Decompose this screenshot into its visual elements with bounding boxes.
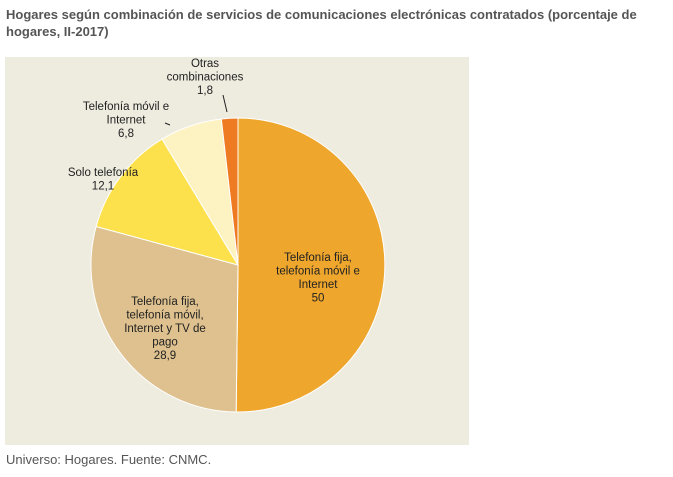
pie-slice-otras-combinaciones xyxy=(220,117,239,266)
slice-label-line: Solo telefonía xyxy=(68,167,139,179)
slice-label-line: telefonía móvil, xyxy=(126,310,203,322)
slice-label-telefonia-movil-e-internet: Telefonía móvil e Internet 6,8 xyxy=(83,101,169,140)
slice-label-line: Internet xyxy=(299,279,339,291)
slice-label-line: Otras xyxy=(191,58,219,70)
slice-label-line: Internet xyxy=(107,115,147,127)
slice-label-line: combinaciones xyxy=(167,72,244,84)
chart-panel: Telefonía fija, telefonía móvil e Internet… xyxy=(5,57,469,445)
source-note: Universo: Hogares. Fuente: CNMC. xyxy=(6,452,212,467)
slice-value: 12,1 xyxy=(92,181,114,193)
slice-label-line: Telefonía móvil e xyxy=(83,101,169,113)
pie-slice-telefonia-fija-telefonia-movil-internet-y-tv-de-pago xyxy=(90,225,239,413)
slice-label-line: Telefonía fija, xyxy=(284,252,352,264)
chart-title: Hogares según combinación de servicios d… xyxy=(6,7,637,39)
slice-label-telefonia-fija-telefonia-movil-internet-y-tv-de-pago: Telefonía fija, telefonía móvil, Internet … xyxy=(124,296,206,362)
slice-value: 28,9 xyxy=(154,350,176,362)
slice-label-otras-combinaciones: Otras combinaciones 1,8 xyxy=(167,58,244,97)
slice-label-line: Telefonía fija, xyxy=(131,296,199,308)
slice-label-line: telefonía móvil e xyxy=(276,266,360,278)
slice-label-line: pago xyxy=(152,337,178,349)
slice-value: 6,8 xyxy=(118,128,134,140)
pie-chart: Telefonía fija, telefonía móvil e Internet… xyxy=(68,58,386,413)
slice-value: 1,8 xyxy=(197,85,213,97)
leader-line xyxy=(222,94,228,113)
leader-line xyxy=(164,122,171,126)
slice-label-line: Internet y TV de xyxy=(124,323,206,335)
slice-label-telefonia-fija-telefonia-movil-e-internet: Telefonía fija, telefonía móvil e Internet… xyxy=(276,252,360,305)
pie-slice-solo-telefonia xyxy=(95,138,240,266)
pie-slice-telefonia-fija-telefonia-movil-e-internet xyxy=(235,117,386,413)
slice-label-solo-telefonia: Solo telefonía 12,1 xyxy=(68,167,139,193)
slice-value: 50 xyxy=(312,293,325,305)
